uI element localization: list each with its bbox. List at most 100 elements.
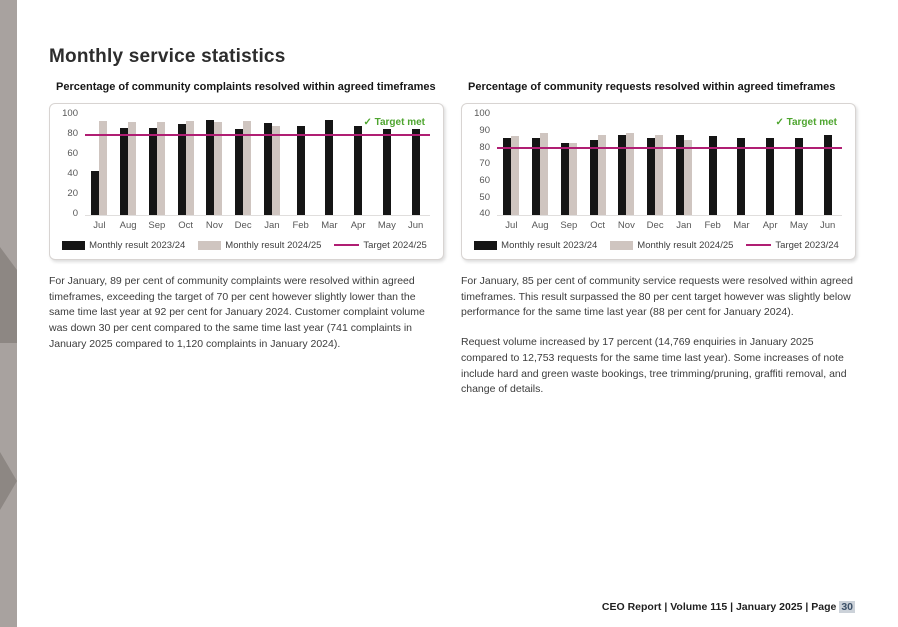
bar-group	[698, 115, 727, 215]
legend-swatch	[474, 240, 498, 250]
page-number-field: 30	[839, 601, 855, 613]
bar-group	[756, 115, 785, 215]
bar-group	[315, 115, 344, 215]
x-tick-label: Jan	[264, 219, 280, 231]
page-content: Monthly service statistics Percentage of…	[49, 46, 857, 398]
bar	[647, 138, 656, 215]
requests-chart: ✓ Target met 40 50 60 70 80 90 100 Jul Aug Sep Oc…	[461, 102, 856, 260]
bar-group	[373, 115, 402, 215]
bar	[148, 127, 157, 215]
bar-group	[85, 115, 114, 215]
target-line	[497, 147, 842, 150]
target-met-annotation: ✓ Target met	[775, 116, 837, 128]
bar	[296, 125, 305, 215]
bar	[99, 120, 108, 215]
bar-group	[670, 115, 699, 215]
y-tick-label: 80	[479, 141, 490, 153]
legend-item: Monthly result 2023/24	[474, 240, 597, 251]
bar	[589, 139, 598, 215]
x-tick-label: Apr	[762, 219, 778, 231]
y-tick-label: 60	[67, 148, 78, 160]
bar	[597, 134, 606, 215]
bar-group	[229, 115, 258, 215]
bar	[156, 121, 165, 215]
bar-group	[526, 115, 555, 215]
bar-group	[143, 115, 172, 215]
y-axis: 0 20 40 60 80 100	[59, 109, 85, 218]
bar	[271, 125, 280, 215]
legend: Monthly result 2023/24 Monthly result 202…	[59, 240, 430, 251]
bar-group	[612, 115, 641, 215]
bar	[532, 138, 541, 215]
legend-item: Monthly result 2024/25	[198, 240, 321, 251]
legend: Monthly result 2023/24 Monthly result 202…	[471, 240, 842, 251]
legend-item: Monthly result 2023/24	[62, 240, 185, 251]
plot-area	[85, 115, 430, 216]
bar-group	[727, 115, 756, 215]
bar	[737, 138, 746, 215]
x-tick-label: Sep	[560, 219, 578, 231]
complaints-chart: ✓ Target met 0 20 40 60 80 100 Jul Aug Sep Oct No…	[49, 102, 444, 260]
decoration-arrow-shape	[0, 452, 17, 510]
x-tick-label: Jun	[407, 219, 424, 231]
page-title: Monthly service statistics	[49, 46, 286, 67]
x-tick-label: Jul	[93, 219, 106, 231]
x-tick-label: Aug	[119, 219, 137, 231]
bar	[675, 134, 684, 215]
bar	[568, 143, 577, 215]
y-tick-label: 20	[67, 188, 78, 200]
plot-wrap: Jul Aug Sep Oct Nov Dec Jan Feb Mar Apr May Jun	[497, 115, 842, 231]
bar	[540, 133, 549, 215]
x-tick-label: Dec	[646, 219, 664, 231]
bar	[655, 134, 664, 215]
legend-label: Target 2023/24	[775, 239, 839, 251]
bar	[128, 121, 137, 215]
decoration-angled-shape	[0, 247, 17, 343]
target-line	[85, 133, 430, 136]
x-tick-label: May	[789, 219, 808, 231]
bar	[243, 120, 252, 215]
bar	[206, 119, 215, 215]
bar-group	[813, 115, 842, 215]
plot-area	[497, 115, 842, 216]
bar	[683, 139, 692, 215]
bar	[214, 121, 223, 215]
x-tick-label: Nov	[205, 219, 223, 231]
y-tick-label: 0	[72, 208, 78, 220]
x-tick-label: Dec	[234, 219, 252, 231]
bar-group	[286, 115, 315, 215]
legend-label: Monthly result 2023/24	[89, 239, 186, 251]
bar	[618, 134, 627, 215]
bar	[823, 134, 832, 215]
x-tick-label: Feb	[292, 219, 309, 231]
requests-paragraph-2: Request volume increased by 17 percent (…	[461, 336, 847, 396]
bar-group	[344, 115, 373, 215]
legend-swatch	[198, 240, 222, 250]
y-tick-label: 70	[479, 158, 490, 170]
x-tick-label: Jun	[819, 219, 836, 231]
bar-group	[401, 115, 430, 215]
bar	[503, 138, 512, 215]
y-tick-label: 50	[479, 191, 490, 203]
legend-item: Target 2023/24	[746, 239, 839, 251]
chart-body: 0 20 40 60 80 100 Jul Aug Sep Oct Nov Dec Jan Feb Mar…	[59, 109, 430, 231]
bar	[382, 128, 391, 215]
bar	[91, 170, 100, 215]
legend-label: Target 2024/25	[363, 239, 427, 251]
bar	[511, 136, 520, 215]
legend-item: Monthly result 2024/25	[610, 240, 733, 251]
x-axis: Jul Aug Sep Oct Nov Dec Jan Feb Mar Apr May Jun	[85, 220, 430, 231]
x-tick-label: May	[377, 219, 396, 231]
bar	[411, 128, 420, 215]
x-tick-label: Sep	[148, 219, 166, 231]
x-tick-label: Oct	[590, 219, 606, 231]
x-tick-label: Nov	[617, 219, 635, 231]
legend-label: Monthly result 2024/25	[225, 239, 322, 251]
y-axis: 40 50 60 70 80 90 100	[471, 109, 497, 218]
bar	[794, 138, 803, 215]
legend-item: Target 2024/25	[334, 239, 427, 251]
legend-label: Monthly result 2023/24	[501, 239, 598, 251]
legend-line-swatch	[334, 244, 360, 247]
bar	[766, 138, 775, 215]
bar-group	[114, 115, 143, 215]
